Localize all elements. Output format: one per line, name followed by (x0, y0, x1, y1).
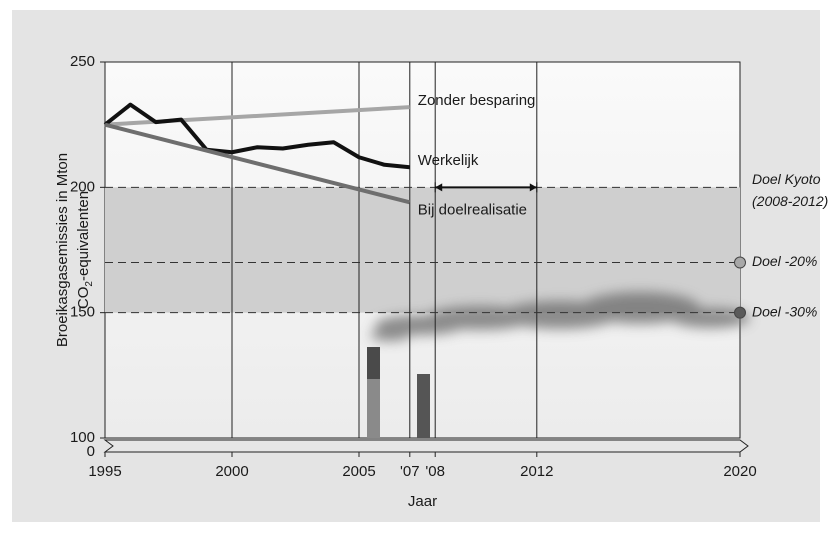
x-tick-label: 1995 (88, 463, 121, 480)
series-line (103, 102, 410, 170)
y-tick-label: 150 (70, 304, 95, 321)
y-axis-title-part: 2 (84, 281, 95, 287)
series-line (104, 122, 411, 205)
y-tick-label: 100 (70, 429, 95, 446)
series-label: Werkelijk (418, 152, 479, 169)
x-tick-label: 2020 (723, 463, 756, 480)
y-axis-title-part: CO (75, 287, 92, 310)
y-tick-label: 200 (70, 178, 95, 195)
target-label: Doel -30% (752, 303, 817, 319)
target-marker (734, 256, 746, 269)
x-axis-title: Jaar (408, 493, 437, 510)
series-label: Bij doelrealisatie (418, 201, 527, 218)
y-zero-label: 0 (87, 443, 95, 460)
series-label: Zonder besparing (418, 92, 536, 109)
x-tick-label: '07 (400, 463, 420, 480)
y-axis-title: CO2-equivalenten (75, 191, 95, 309)
target-marker (734, 306, 746, 319)
axis-break (103, 439, 749, 453)
chimneys (367, 347, 430, 438)
x-tick-label: 2005 (342, 463, 375, 480)
y-axis-title: Broeikasgasemissies in Mton (54, 153, 71, 347)
target-label: Doel -20% (752, 253, 817, 269)
y-tick-label: 250 (70, 53, 95, 70)
y-axis-title-part: -equivalenten (75, 191, 92, 281)
x-tick-label: 2000 (215, 463, 248, 480)
x-tick-label: 2012 (520, 463, 553, 480)
x-tick-label: '08 (425, 463, 445, 480)
target-label: (2008-2012) (752, 193, 828, 209)
target-label: Doel Kyoto (752, 171, 821, 187)
target-band (105, 187, 740, 313)
